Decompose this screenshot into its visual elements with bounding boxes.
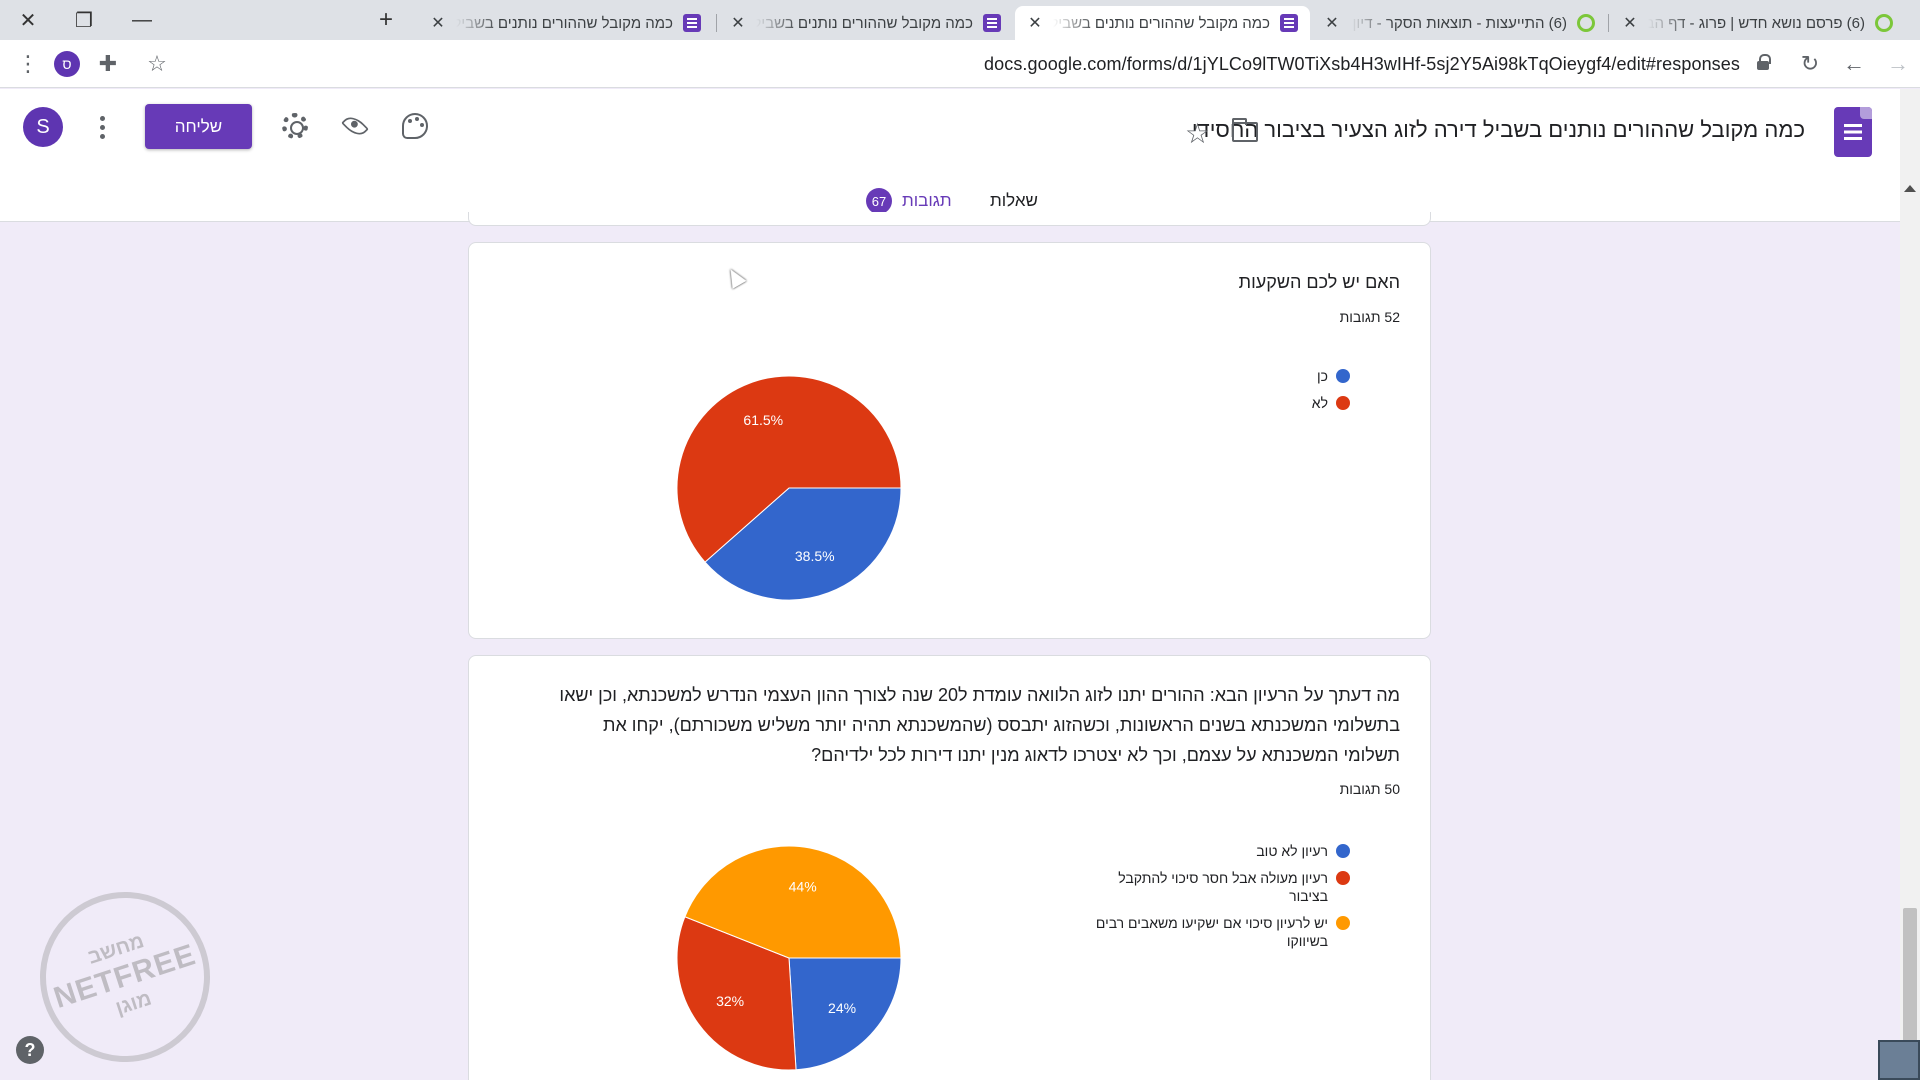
response-count: 52 תגובות xyxy=(1339,309,1400,325)
pie-slice[interactable] xyxy=(704,487,902,601)
browser-tab-active[interactable]: כמה מקובל שההורים נותנים בשביל ✕ xyxy=(1015,6,1310,40)
legend-label: רעיון מעולה אבל חסר סיכוי להתקבל בציבור xyxy=(1118,870,1328,904)
tab-title: כמה מקובל שההורים נותנים בשביל xyxy=(456,14,673,32)
reload-icon[interactable]: ↻ xyxy=(1800,51,1820,76)
legend-label: לא xyxy=(1311,395,1328,411)
chart-legend: כן לא xyxy=(1090,367,1350,421)
account-avatar[interactable]: S xyxy=(23,107,63,147)
address-bar[interactable]: docs.google.com/forms/d/1jYLCo9lTW0TiXsb… xyxy=(984,54,1740,74)
restore-window-icon[interactable]: ❐ xyxy=(75,9,93,32)
minimize-window-icon[interactable]: — xyxy=(132,8,152,31)
bookmark-star-icon[interactable]: ☆ xyxy=(147,51,167,76)
tray-widget-icon[interactable] xyxy=(1878,1040,1920,1080)
netfree-watermark-stamp: מחשב NETFREE מוגן xyxy=(17,869,233,1080)
legend-item[interactable]: לא xyxy=(1090,394,1350,412)
slice-percent-label: 32% xyxy=(716,993,744,1009)
preview-eye-icon[interactable] xyxy=(338,109,372,143)
browser-tab[interactable]: (6) פרסם נושא חדש | פרוג - דף הבית ✕ xyxy=(1610,6,1905,40)
forms-favicon-icon xyxy=(1280,14,1298,32)
back-icon[interactable]: ← xyxy=(1843,51,1865,76)
forms-favicon-icon xyxy=(683,14,701,32)
close-tab-icon[interactable]: ✕ xyxy=(1028,15,1042,32)
slice-percent-label: 24% xyxy=(828,1000,856,1016)
scrollbar-thumb[interactable] xyxy=(1903,908,1917,1080)
tab-title: (6) התייעצות - תוצאות הסקר - דיון xyxy=(1352,14,1567,32)
legend-color-dot xyxy=(1336,871,1350,885)
tab-title: (6) פרסם נושא חדש | פרוג - דף הבית xyxy=(1648,14,1865,32)
close-tab-icon[interactable]: ✕ xyxy=(1325,15,1339,32)
extensions-icon[interactable]: ✚ xyxy=(98,51,118,76)
tab-title: כמה מקובל שההורים נותנים בשביל xyxy=(756,14,973,32)
slice-percent-label: 44% xyxy=(789,878,817,894)
legend-color-dot xyxy=(1336,396,1350,410)
question-summary-card: האם יש לכם השקעות 52 תגובות 38.5% 61.5% כ… xyxy=(468,242,1431,639)
question-summary-card: מה דעתך על הרעיון הבא: ההורים יתנו לזוג … xyxy=(468,655,1431,1080)
legend-item[interactable]: כן xyxy=(1090,367,1350,385)
close-tab-icon[interactable]: ✕ xyxy=(431,15,445,32)
tab-responses[interactable]: תגובות 67 xyxy=(866,181,952,221)
send-button[interactable]: שליחה xyxy=(145,104,252,149)
responses-count-badge: 67 xyxy=(866,188,892,214)
question-title: מה דעתך על הרעיון הבא: ההורים יתנו לזוג … xyxy=(559,685,1400,765)
legend-color-dot xyxy=(1336,844,1350,858)
forms-favicon-icon xyxy=(983,14,1001,32)
previous-question-card xyxy=(468,212,1431,226)
tab-questions[interactable]: שאלות xyxy=(990,191,1038,210)
pie-chart[interactable]: 38.5% 61.5% xyxy=(669,368,909,608)
legend-color-dot xyxy=(1336,916,1350,930)
help-button[interactable]: ? xyxy=(16,1036,44,1064)
lock-icon[interactable] xyxy=(1756,54,1771,72)
more-options-icon[interactable] xyxy=(92,109,112,145)
customize-theme-palette-icon[interactable] xyxy=(398,109,432,143)
legend-label: כן xyxy=(1317,368,1328,384)
pie-slice[interactable] xyxy=(684,845,902,959)
legend-item[interactable]: רעיון לא טוב xyxy=(1090,842,1350,860)
browser-tab-strip: ✕ ❐ — + (6) פרסם נושא חדש | פרוג - דף הב… xyxy=(0,0,1920,40)
pie-chart[interactable]: 24% 32% 44% xyxy=(669,838,909,1078)
slice-percent-label: 38.5% xyxy=(795,548,835,564)
google-forms-logo-icon[interactable] xyxy=(1834,107,1872,157)
slice-percent-label: 61.5% xyxy=(743,412,783,428)
legend-label: רעיון לא טוב xyxy=(1256,843,1328,859)
close-tab-icon[interactable]: ✕ xyxy=(1623,15,1637,32)
browser-menu-icon[interactable]: ⋮ xyxy=(17,51,39,76)
close-window-icon[interactable]: ✕ xyxy=(19,9,37,32)
legend-color-dot xyxy=(1336,369,1350,383)
form-title[interactable]: כמה מקובל שההורים נותנים בשביל דירה לזוג… xyxy=(1191,117,1805,142)
prog-favicon-icon xyxy=(1577,14,1595,32)
prog-favicon-icon xyxy=(1875,14,1893,32)
pie-slice[interactable] xyxy=(676,375,902,563)
scroll-up-arrow-icon[interactable] xyxy=(1904,185,1916,192)
settings-gear-icon[interactable] xyxy=(278,109,312,143)
page-scrollbar[interactable] xyxy=(1900,89,1920,1080)
forward-icon[interactable]: → xyxy=(1887,51,1909,76)
browser-tab[interactable]: כמה מקובל שההורים נותנים בשביל ✕ xyxy=(418,6,713,40)
response-count: 50 תגובות xyxy=(1339,781,1400,797)
browser-toolbar: ⋮ ס ✚ ☆ docs.google.com/forms/d/1jYLCo9l… xyxy=(0,40,1920,88)
move-to-folder-icon[interactable] xyxy=(1232,118,1258,142)
question-title: האם יש לכם השקעות xyxy=(1238,272,1400,292)
legend-item[interactable]: יש לרעיון סיכוי אם ישקיעו משאבים רבים בש… xyxy=(1090,914,1350,950)
legend-label: יש לרעיון סיכוי אם ישקיעו משאבים רבים בש… xyxy=(1095,915,1328,949)
pie-slice[interactable] xyxy=(788,957,902,1071)
chart-legend: רעיון לא טוב רעיון מעולה אבל חסר סיכוי לה… xyxy=(1090,842,1350,959)
star-icon[interactable]: ☆ xyxy=(1184,118,1210,149)
profile-avatar[interactable]: ס xyxy=(54,51,80,77)
close-tab-icon[interactable]: ✕ xyxy=(731,15,745,32)
browser-tab[interactable]: כמה מקובל שההורים נותנים בשביל ✕ xyxy=(718,6,1013,40)
forms-header: כמה מקובל שההורים נותנים בשביל דירה לזוג… xyxy=(0,89,1900,222)
new-tab-button[interactable]: + xyxy=(378,6,393,33)
tab-title: כמה מקובל שההורים נותנים בשביל xyxy=(1053,14,1270,32)
pie-slice[interactable] xyxy=(676,916,797,1071)
browser-tab[interactable]: (6) התייעצות - תוצאות הסקר - דיון ✕ xyxy=(1312,6,1607,40)
legend-item[interactable]: רעיון מעולה אבל חסר סיכוי להתקבל בציבור xyxy=(1090,869,1350,905)
